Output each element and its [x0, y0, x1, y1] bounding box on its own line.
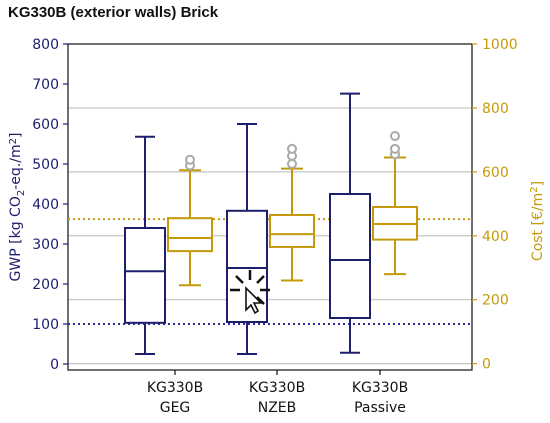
left-axis-label-part: ] [8, 133, 24, 138]
iqr-box [124, 227, 166, 324]
left-axis-label-part: -eq./m [8, 144, 24, 189]
left-tick-label: 300 [32, 237, 59, 253]
cursor-ray [256, 296, 265, 305]
gwp-box [329, 92, 371, 354]
right-tick-label: 200 [482, 293, 509, 309]
right-tick-label: 400 [482, 229, 509, 245]
left-tick-label: 400 [32, 197, 59, 213]
x-tick-sublabel: Passive [354, 400, 406, 416]
left-tick-label: 0 [50, 357, 59, 373]
plot-frame [67, 43, 473, 371]
cost-box [269, 143, 315, 282]
cursor-arrow [245, 286, 263, 315]
left-axis-label-part: 2 [8, 138, 19, 144]
gwp-box [124, 135, 166, 355]
cost-box [167, 154, 213, 287]
left-axis-label-part: GWP [kg CO [8, 196, 24, 281]
left-tick-label: 100 [32, 317, 59, 333]
chart-title: KG330B (exterior walls) Brick [8, 4, 219, 21]
gwp-box [226, 123, 268, 355]
outlier-point [390, 143, 400, 154]
outlier-point [287, 158, 297, 169]
right-axis-label: Cost [€/m2] [529, 181, 546, 261]
right-axis-label-part: ] [530, 181, 546, 186]
left-tick-label: 500 [32, 157, 59, 173]
right-tick-label: 600 [482, 165, 509, 181]
x-tick-sublabel: GEG [160, 400, 191, 416]
left-tick-label: 200 [32, 277, 59, 293]
left-tick-label: 800 [32, 37, 59, 53]
left-axis-label-part: 2 [16, 190, 27, 196]
iqr-box [329, 193, 371, 319]
outlier-point [287, 143, 297, 154]
left-tick-label: 700 [32, 77, 59, 93]
x-tick-sublabel: NZEB [258, 400, 297, 416]
x-tick-label: KG330B [147, 380, 203, 396]
iqr-box [167, 217, 213, 253]
cursor-icon [230, 270, 270, 315]
cursor-ray [235, 275, 244, 284]
outlier-point [390, 131, 400, 142]
right-axis-label-part: Cost [€/m [530, 193, 546, 261]
right-axis-label-part: 2 [529, 186, 540, 192]
left-axis-label: GWP [kg CO2-eq./m2] [8, 133, 27, 282]
x-tick-label: KG330B [352, 380, 408, 396]
left-tick-label: 600 [32, 117, 59, 133]
cost-box [372, 131, 418, 276]
right-tick-label: 1000 [482, 37, 518, 53]
iqr-box [269, 213, 315, 248]
outlier-point [185, 154, 195, 165]
cursor-ray [256, 275, 265, 284]
right-tick-label: 800 [482, 101, 509, 117]
right-tick-label: 0 [482, 357, 491, 373]
x-tick-label: KG330B [249, 380, 305, 396]
